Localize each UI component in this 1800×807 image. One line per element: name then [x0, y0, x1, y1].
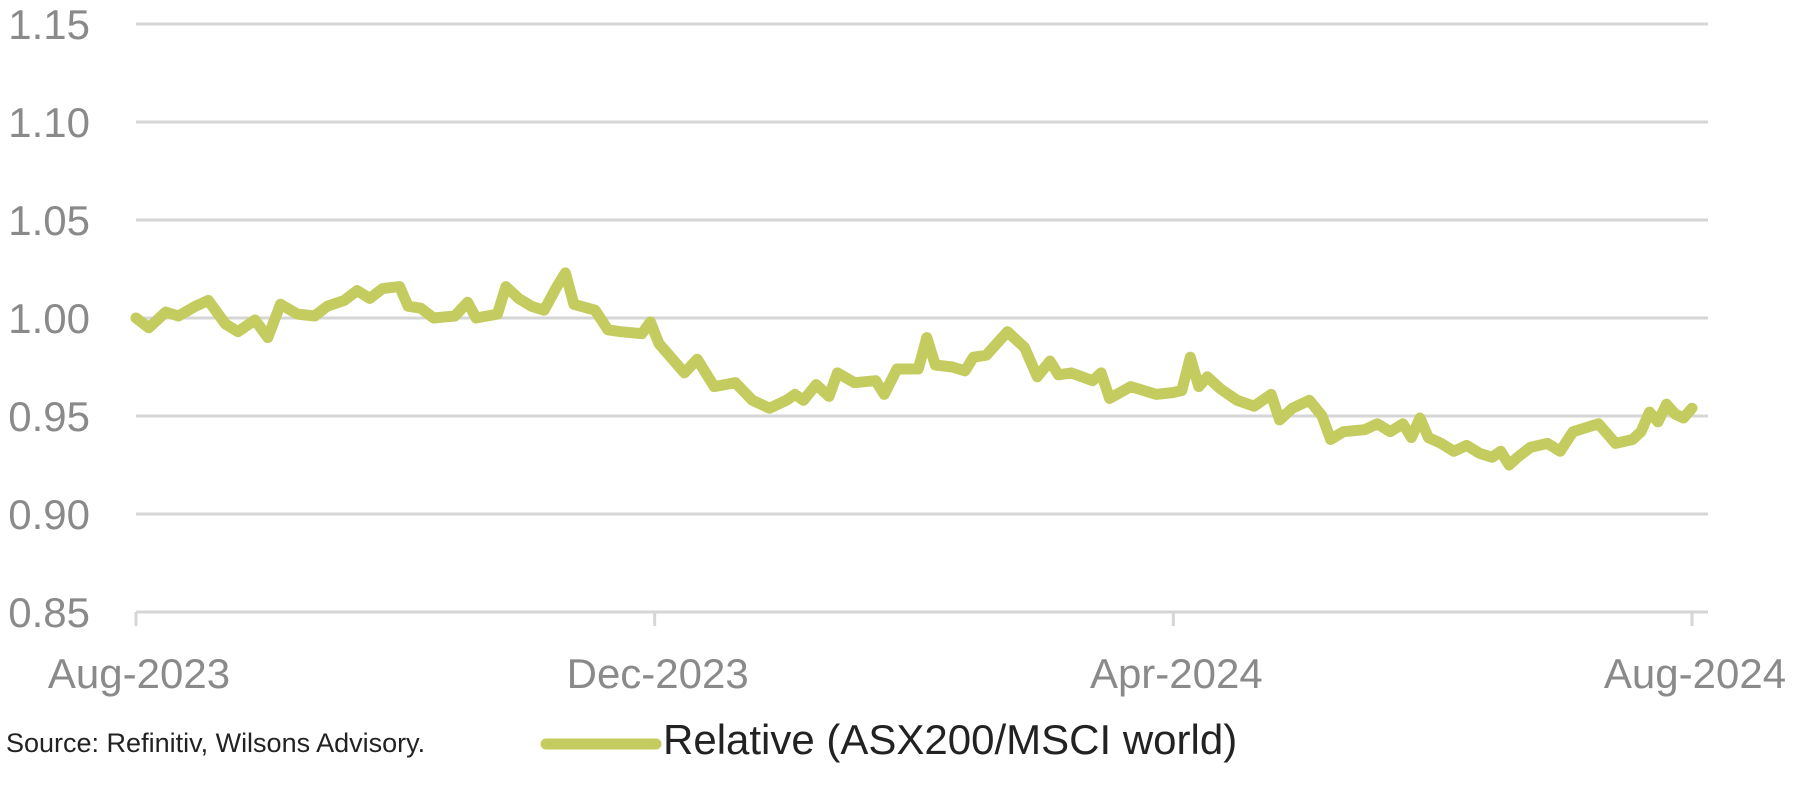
- y-tick-label: 0.95: [8, 393, 90, 440]
- series-layer: [130, 267, 1698, 471]
- y-axis-ticks: 1.15 1.10 1.05 1.00 0.95 0.90 0.85: [8, 1, 90, 636]
- y-tick-label: 1.05: [8, 197, 90, 244]
- x-tick-label: Aug-2023: [48, 650, 230, 697]
- series-line-relative: [130, 267, 1698, 471]
- x-tick-label: Aug-2024: [1604, 650, 1786, 697]
- gridlines: [136, 22, 1708, 516]
- y-tick-label: 1.10: [8, 99, 90, 146]
- x-axis-ticks: Aug-2023 Dec-2023 Apr-2024 Aug-2024: [48, 650, 1786, 697]
- source-note: Source: Refinitiv, Wilsons Advisory.: [6, 728, 425, 758]
- y-tick-label: 0.85: [8, 589, 90, 636]
- legend-label: Relative (ASX200/MSCI world): [663, 716, 1237, 763]
- legend: Relative (ASX200/MSCI world): [540, 716, 1237, 763]
- x-tick-label: Apr-2024: [1090, 650, 1263, 697]
- y-tick-label: 1.15: [8, 1, 90, 48]
- y-tick-label: 0.90: [8, 491, 90, 538]
- x-axis: [134, 610, 1708, 626]
- x-tick-label: Dec-2023: [567, 650, 749, 697]
- y-tick-label: 1.00: [8, 295, 90, 342]
